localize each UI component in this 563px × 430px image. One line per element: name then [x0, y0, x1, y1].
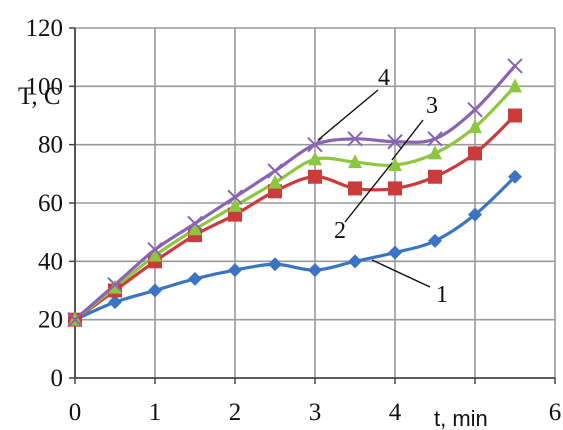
series-markers: [67, 58, 523, 328]
data-point-series-4: [347, 131, 363, 147]
grid: [75, 27, 556, 378]
data-point-series-4: [507, 58, 523, 74]
data-point-series-4: [267, 163, 283, 179]
data-point-series-4: [227, 189, 243, 205]
y-tick-label: 0: [51, 365, 64, 392]
y-axis-label: T, C: [18, 83, 61, 110]
data-point-series-1: [228, 263, 242, 278]
curve-label-1: 1: [436, 282, 448, 308]
data-point-series-4: [467, 101, 483, 118]
y-tick-label: 20: [38, 307, 63, 334]
curve-label-leader: [344, 162, 393, 223]
curve-label-3: 3: [426, 93, 438, 119]
tick-labels: 0 20 40 60 80 100 120 0 1 2 3 4 6: [26, 15, 562, 426]
data-point-series-4: [187, 215, 203, 232]
data-point-series-1: [188, 271, 202, 286]
data-point-series-1: [268, 257, 282, 272]
data-point-series-1: [468, 207, 482, 222]
data-point-series-1: [308, 263, 322, 278]
y-tick-label: 120: [26, 15, 64, 42]
curve-label-4: 4: [378, 65, 390, 91]
x-axis-label: t, min: [434, 406, 488, 430]
data-point-series-1: [428, 233, 442, 248]
data-point-series-2: [348, 181, 362, 196]
data-point-series-3: [468, 119, 482, 134]
data-point-series-1: [348, 254, 362, 269]
x-tick-label: 2: [229, 399, 242, 426]
data-point-series-3: [428, 145, 442, 160]
data-point-series-1: [508, 169, 522, 184]
y-tick-label: 60: [38, 190, 63, 217]
data-point-series-2: [308, 169, 322, 184]
data-point-series-3: [268, 174, 282, 189]
data-point-series-1: [148, 283, 162, 298]
data-point-series-3: [508, 78, 522, 93]
x-tick-label: 3: [309, 399, 322, 426]
y-tick-label: 100: [26, 73, 64, 100]
series-line-1: [73, 175, 517, 322]
data-point-series-3: [188, 221, 202, 236]
data-point-series-3: [308, 151, 322, 166]
x-tick-label: 1: [149, 399, 162, 426]
data-point-series-4: [307, 136, 323, 153]
curve-label-2: 2: [334, 218, 346, 244]
data-point-series-3: [148, 247, 162, 262]
data-point-series-4: [427, 131, 443, 147]
series-lines: [73, 64, 517, 322]
data-point-series-4: [387, 134, 403, 150]
data-point-series-3: [228, 197, 242, 212]
axes: [69, 27, 556, 384]
data-point-series-2: [428, 169, 442, 184]
x-tick-label: 0: [69, 399, 82, 426]
y-tick-label: 80: [38, 132, 63, 159]
data-point-series-2: [468, 146, 482, 161]
data-point-series-2: [508, 108, 522, 123]
data-point-series-3: [388, 157, 402, 172]
curve-label-leader: [371, 259, 431, 288]
curve-label-leader: [317, 89, 379, 141]
x-tick-label: 6: [549, 399, 562, 426]
data-point-series-1: [388, 245, 402, 260]
x-tick-label: 4: [389, 399, 402, 426]
curve-label-leader: [391, 119, 424, 161]
data-point-series-3: [348, 154, 362, 169]
y-tick-label: 40: [38, 248, 63, 275]
data-point-series-4: [67, 311, 83, 328]
series-line-4: [73, 64, 517, 322]
data-point-series-3: [108, 279, 122, 294]
data-point-series-2: [388, 181, 402, 196]
data-point-series-1: [108, 295, 122, 310]
data-point-series-4: [107, 276, 123, 293]
data-point-series-4: [147, 241, 163, 258]
curve-labels: 1 2 3 4: [317, 65, 448, 308]
